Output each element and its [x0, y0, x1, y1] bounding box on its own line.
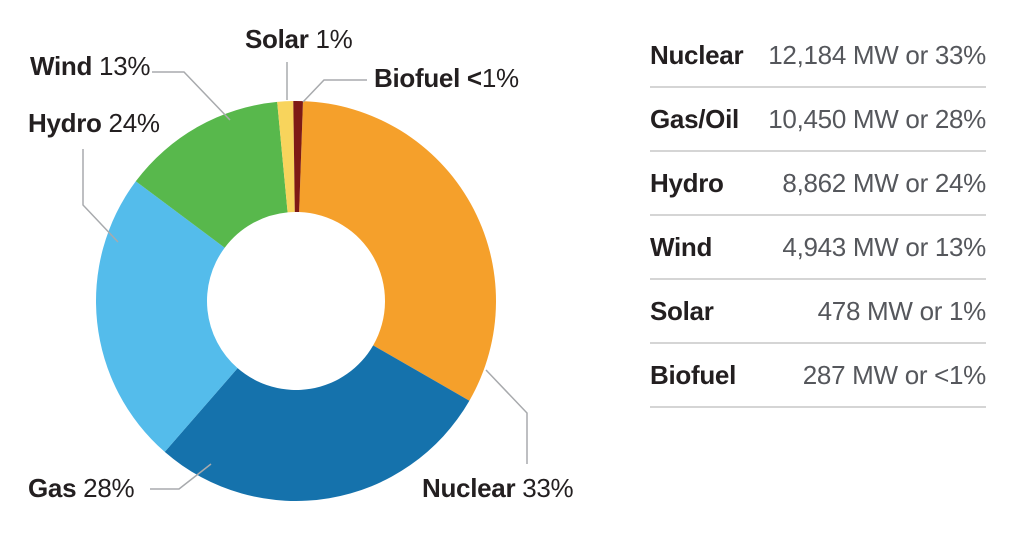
- chart-label-gas-percent: 28%: [76, 473, 135, 503]
- chart-label-solar-name: Solar: [245, 24, 309, 54]
- chart-label-nuclear-name: Nuclear: [422, 473, 516, 503]
- chart-label-nuclear-percent: 33%: [515, 473, 574, 503]
- chart-label-biofuel-percent: 1%: [481, 63, 519, 93]
- donut-chart: Solar 1% Wind 13% Hydro 24% Gas 28% Nucl…: [28, 24, 574, 503]
- chart-label-gas-name: Gas: [28, 473, 77, 503]
- chart-label-wind-name: Wind: [30, 51, 93, 81]
- table-row: Nuclear 12,184 MW or 33%: [650, 24, 986, 88]
- chart-label-biofuel: Biofuel <1%: [374, 64, 519, 93]
- table-row-label: Wind: [650, 231, 713, 262]
- capacity-table: Nuclear 12,184 MW or 33% Gas/Oil 10,450 …: [650, 24, 986, 408]
- leader-line-wind: [152, 71, 231, 121]
- leader-line-hydro: [82, 149, 119, 243]
- donut-segment-gas: [164, 345, 470, 501]
- table-row: Wind 4,943 MW or 13%: [650, 216, 986, 280]
- table-row-value: 287 MW or <1%: [802, 359, 987, 390]
- chart-label-hydro: Hydro 24%: [28, 109, 160, 138]
- table-row-value: 4,943 MW or 13%: [782, 231, 986, 262]
- table-row-value: 12,184 MW or 33%: [768, 39, 986, 70]
- donut-segment-nuclear: [299, 101, 496, 401]
- chart-label-hydro-name: Hydro: [28, 108, 102, 138]
- table-row-value: 10,450 MW or 28%: [768, 103, 986, 134]
- chart-label-hydro-percent: 24%: [101, 108, 160, 138]
- table-row-label: Hydro: [650, 167, 724, 198]
- donut-segments: [96, 101, 496, 501]
- chart-label-nuclear: Nuclear 33%: [422, 473, 574, 503]
- table-row-label: Gas/Oil: [650, 103, 739, 134]
- leader-line-biofuel: [302, 79, 367, 103]
- chart-label-wind-percent: 13%: [92, 51, 151, 81]
- chart-label-wind: Wind 13%: [30, 52, 150, 81]
- donut-segment-biofuel: [293, 101, 303, 213]
- table-row: Hydro 8,862 MW or 24%: [650, 152, 986, 216]
- table-row: Solar 478 MW or 1%: [650, 280, 986, 344]
- donut-segment-hydro: [96, 181, 238, 452]
- donut-segment-solar: [277, 101, 295, 213]
- chart-label-solar: Solar 1%: [245, 24, 353, 54]
- chart-label-gas: Gas 28%: [28, 473, 135, 503]
- table-row-label: Solar: [650, 295, 714, 326]
- chart-label-biofuel-name: Biofuel <: [374, 63, 482, 93]
- table-row: Gas/Oil 10,450 MW or 28%: [650, 88, 986, 152]
- leader-line-gas: [150, 463, 212, 490]
- donut-segment-wind: [135, 101, 288, 248]
- table-row: Biofuel 287 MW or <1%: [650, 344, 986, 408]
- table-row-label: Biofuel: [650, 359, 737, 390]
- table-row-label: Nuclear: [650, 39, 744, 70]
- table-row-value: 8,862 MW or 24%: [782, 167, 986, 198]
- table-row-value: 478 MW or 1%: [817, 295, 987, 326]
- leader-lines: [82, 62, 528, 490]
- leader-line-nuclear: [485, 369, 528, 464]
- donut-svg: [82, 62, 528, 501]
- chart-label-solar-percent: 1%: [308, 24, 353, 54]
